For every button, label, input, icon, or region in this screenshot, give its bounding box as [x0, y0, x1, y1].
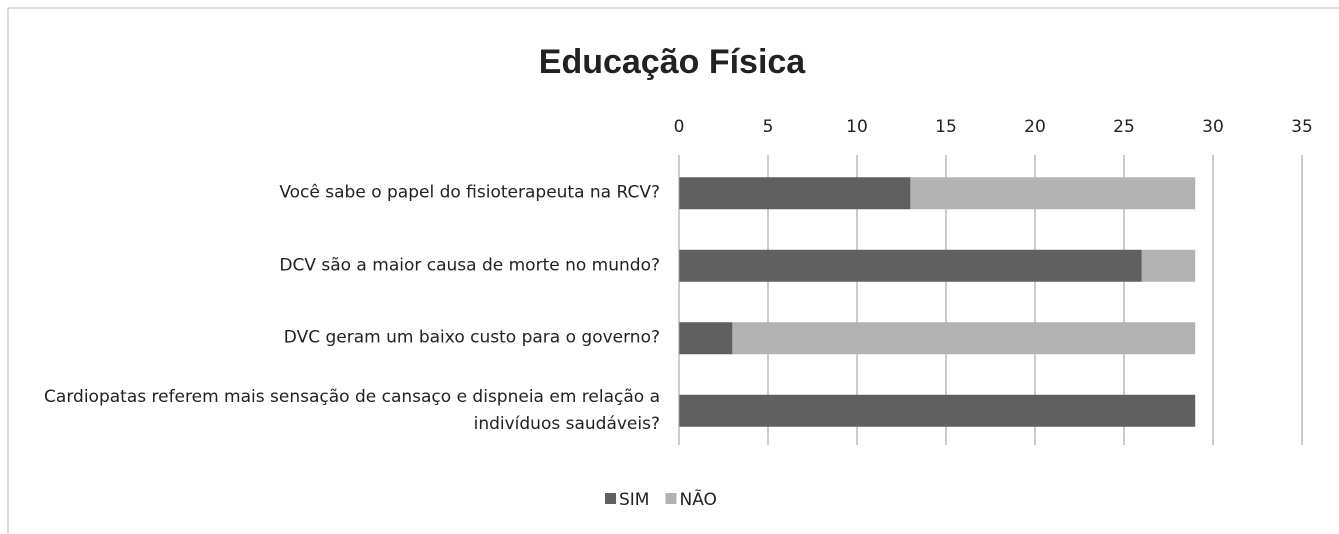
- bar: [679, 394, 1196, 427]
- frame: [7, 7, 1339, 534]
- chart-title: Educação Física: [539, 43, 807, 81]
- x-tick-label: 0: [674, 117, 685, 137]
- x-tick-label: 5: [763, 117, 774, 137]
- category-label: Cardiopatas referem mais sensação de can…: [44, 386, 660, 434]
- category-label: Você sabe o papel do fisioterapeuta na R…: [279, 182, 660, 203]
- x-tick-label: 25: [1113, 117, 1135, 137]
- legend-swatch: [605, 493, 616, 504]
- category-label: DVC geram um baixo custo para o governo?: [283, 327, 660, 348]
- x-tick-label: 20: [1024, 117, 1046, 137]
- bar: [910, 177, 1196, 210]
- x-tick-label: 30: [1202, 117, 1224, 137]
- bar: [732, 322, 1196, 355]
- bar: [679, 177, 911, 210]
- legend-label: SIM: [619, 490, 649, 510]
- x-tick-label: 35: [1291, 117, 1313, 137]
- bar: [679, 322, 733, 355]
- bar: [1141, 249, 1196, 282]
- x-tick-label: 10: [846, 117, 868, 137]
- x-tick-label: 15: [935, 117, 957, 137]
- legend-swatch: [665, 493, 677, 504]
- legend-label: NÃO: [679, 488, 716, 510]
- bar: [679, 249, 1142, 282]
- category-label: DCV são a maior causa de morte no mundo?: [279, 255, 660, 276]
